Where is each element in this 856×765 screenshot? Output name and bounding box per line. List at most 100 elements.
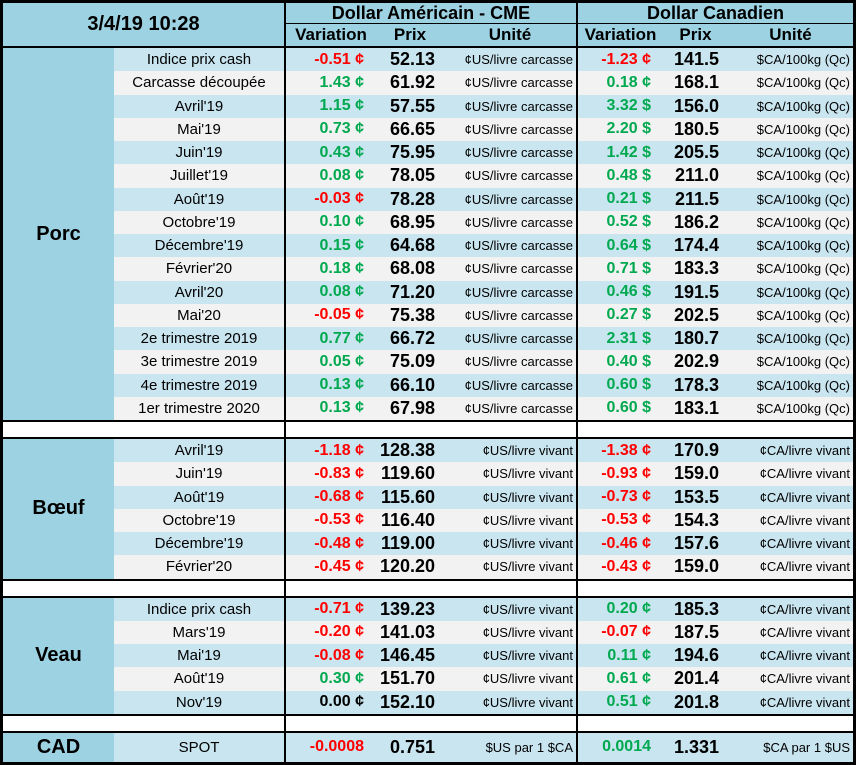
row-label: Octobre'19: [114, 210, 284, 234]
ca-price: 1.331: [663, 732, 728, 762]
us-unit: ¢US/livre carcasse: [444, 327, 576, 351]
section-label: Porc: [3, 48, 114, 420]
us-variation: -0.51 ¢: [284, 48, 376, 72]
column-border: [576, 580, 578, 596]
ca-unit: $CA/100kg (Qc): [728, 94, 853, 118]
ca-variation: 0.20 ¢: [576, 597, 663, 621]
row-label: 3e trimestre 2019: [114, 350, 284, 374]
ca-price: 201.4: [663, 667, 728, 691]
ca-price: 153.5: [663, 485, 728, 509]
us-unit: ¢US/livre carcasse: [444, 71, 576, 95]
ca-price: 154.3: [663, 508, 728, 532]
us-unite-column-header: Unité: [444, 24, 576, 48]
us-price: 146.45: [376, 644, 444, 668]
ca-unit: ¢CA/livre vivant: [728, 667, 853, 691]
us-price: 119.00: [376, 532, 444, 556]
ca-price: 159.0: [663, 555, 728, 579]
us-variation: 0.18 ¢: [284, 257, 376, 281]
us-unit: ¢US/livre carcasse: [444, 210, 576, 234]
ca-variation: 0.21 $: [576, 187, 663, 211]
us-unit: ¢US/livre vivant: [444, 508, 576, 532]
ca-unite-column-header: Unité: [728, 24, 853, 48]
us-price: 71.20: [376, 280, 444, 304]
ca-variation: 0.18 ¢: [576, 71, 663, 95]
ca-price: 205.5: [663, 141, 728, 165]
section-cad: CAD SPOT -0.0008 0.751 $US par 1 $CA 0.0014 1.…: [3, 732, 853, 762]
ca-variation: 3.32 $: [576, 94, 663, 118]
ca-price: 180.5: [663, 117, 728, 141]
us-unit: ¢US/livre vivant: [444, 620, 576, 644]
ca-price: 201.8: [663, 690, 728, 714]
ca-variation: 0.40 $: [576, 350, 663, 374]
us-price: 75.09: [376, 350, 444, 374]
ca-unit: $CA/100kg (Qc): [728, 117, 853, 141]
ca-unit: ¢CA/livre vivant: [728, 597, 853, 621]
us-variation: 0.73 ¢: [284, 117, 376, 141]
us-price: 0.751: [376, 732, 444, 762]
us-unit: ¢US/livre carcasse: [444, 94, 576, 118]
ca-variation: -1.38 ¢: [576, 439, 663, 463]
row-label: Nov'19: [114, 690, 284, 714]
column-border: [284, 715, 286, 731]
us-variation: 0.08 ¢: [284, 280, 376, 304]
row-label: Août'19: [114, 187, 284, 211]
row-label: Juin'19: [114, 141, 284, 165]
ca-unit: $CA/100kg (Qc): [728, 141, 853, 165]
ca-price: 191.5: [663, 280, 728, 304]
us-variation-column-header: Variation: [284, 24, 376, 48]
us-unit: ¢US/livre vivant: [444, 439, 576, 463]
row-label: Indice prix cash: [114, 597, 284, 621]
ca-variation: 2.20 $: [576, 117, 663, 141]
ca-variation: 0.60 $: [576, 373, 663, 397]
us-unit: ¢US/livre vivant: [444, 690, 576, 714]
ca-unit: $CA/100kg (Qc): [728, 396, 853, 420]
us-unit: ¢US/livre carcasse: [444, 164, 576, 188]
ca-unit: $CA/100kg (Qc): [728, 164, 853, 188]
row-label: 4e trimestre 2019: [114, 373, 284, 397]
ca-unit: $CA/100kg (Qc): [728, 210, 853, 234]
report-timestamp: 3/4/19 10:28: [3, 3, 284, 48]
ca-unit: ¢CA/livre vivant: [728, 644, 853, 668]
ca-price: 178.3: [663, 373, 728, 397]
us-variation: -0.03 ¢: [284, 187, 376, 211]
us-price: 116.40: [376, 508, 444, 532]
ca-variation: -0.43 ¢: [576, 555, 663, 579]
row-label: Mars'19: [114, 620, 284, 644]
ca-price: 211.5: [663, 187, 728, 211]
us-price: 128.38: [376, 439, 444, 463]
ca-unit: $CA/100kg (Qc): [728, 303, 853, 327]
row-label: Juin'19: [114, 462, 284, 486]
ca-price: 180.7: [663, 327, 728, 351]
us-variation: -0.83 ¢: [284, 462, 376, 486]
us-variation: 0.10 ¢: [284, 210, 376, 234]
us-variation: 0.77 ¢: [284, 327, 376, 351]
us-price: 119.60: [376, 462, 444, 486]
ca-variation: 0.71 $: [576, 257, 663, 281]
us-variation: 0.05 ¢: [284, 350, 376, 374]
ca-unit: ¢CA/livre vivant: [728, 485, 853, 509]
ca-variation: 0.60 $: [576, 396, 663, 420]
us-variation: -0.48 ¢: [284, 532, 376, 556]
ca-variation: -0.46 ¢: [576, 532, 663, 556]
ca-price: 157.6: [663, 532, 728, 556]
us-variation: -1.18 ¢: [284, 439, 376, 463]
row-label: SPOT: [114, 732, 284, 762]
us-price: 75.95: [376, 141, 444, 165]
table-body: Porc Indice prix cash -0.51 ¢ 52.13 ¢US/livr…: [3, 48, 853, 762]
ca-price: 186.2: [663, 210, 728, 234]
us-variation: -0.05 ¢: [284, 303, 376, 327]
row-label: Août'19: [114, 485, 284, 509]
us-price: 66.72: [376, 327, 444, 351]
us-variation: -0.20 ¢: [284, 620, 376, 644]
ca-variation: 0.52 $: [576, 210, 663, 234]
row-label: Avril'19: [114, 94, 284, 118]
us-price: 152.10: [376, 690, 444, 714]
ca-unit: $CA/100kg (Qc): [728, 327, 853, 351]
row-label: 2e trimestre 2019: [114, 327, 284, 351]
us-unit: ¢US/livre vivant: [444, 667, 576, 691]
us-price: 78.05: [376, 164, 444, 188]
ca-unit: ¢CA/livre vivant: [728, 439, 853, 463]
row-label: Mai'20: [114, 303, 284, 327]
section-bœuf: Bœuf Avril'19 -1.18 ¢ 128.38 ¢US/livre vivan…: [3, 439, 853, 579]
